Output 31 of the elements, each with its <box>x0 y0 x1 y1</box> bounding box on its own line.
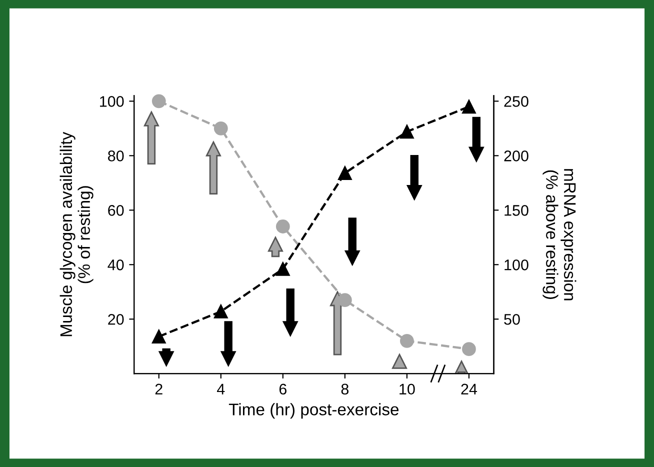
y-axis-title: Muscle glycogen availability (% of resting) <box>60 132 94 336</box>
point <box>152 330 166 344</box>
point <box>276 220 290 234</box>
y2-tick-label: 100 <box>504 260 528 270</box>
x-tick-label: 6 <box>279 384 286 395</box>
x-tick-label: 10 <box>400 384 415 395</box>
point <box>400 334 414 348</box>
point <box>462 342 476 356</box>
point <box>462 100 476 114</box>
x-tick-label: 4 <box>216 384 225 394</box>
point <box>214 121 228 136</box>
point <box>214 304 228 318</box>
y-tick-label: 20 <box>108 314 124 325</box>
y2-axis-title: mRNA expression (% above resting) <box>542 169 576 300</box>
point <box>276 262 290 276</box>
y2-tick-label: 250 <box>504 96 528 107</box>
x-tick-label: 8 <box>341 384 349 395</box>
y-tick-label: 80 <box>108 150 124 162</box>
point <box>400 124 414 139</box>
point <box>338 166 352 180</box>
y2-tick-label: 200 <box>504 150 528 162</box>
y-tick-label: 40 <box>108 260 124 270</box>
x-axis-title: Time (hr) post-exercise <box>228 403 399 419</box>
y-tick-label: 60 <box>108 205 124 216</box>
x-tick-label: 24 <box>461 384 478 394</box>
y-tick-label: 100 <box>100 96 124 107</box>
y2-tick-label: 50 <box>504 314 520 325</box>
y2-tick-label: 150 <box>504 205 528 216</box>
x-tick-label: 2 <box>155 384 162 394</box>
point <box>338 293 352 307</box>
point <box>152 94 166 108</box>
